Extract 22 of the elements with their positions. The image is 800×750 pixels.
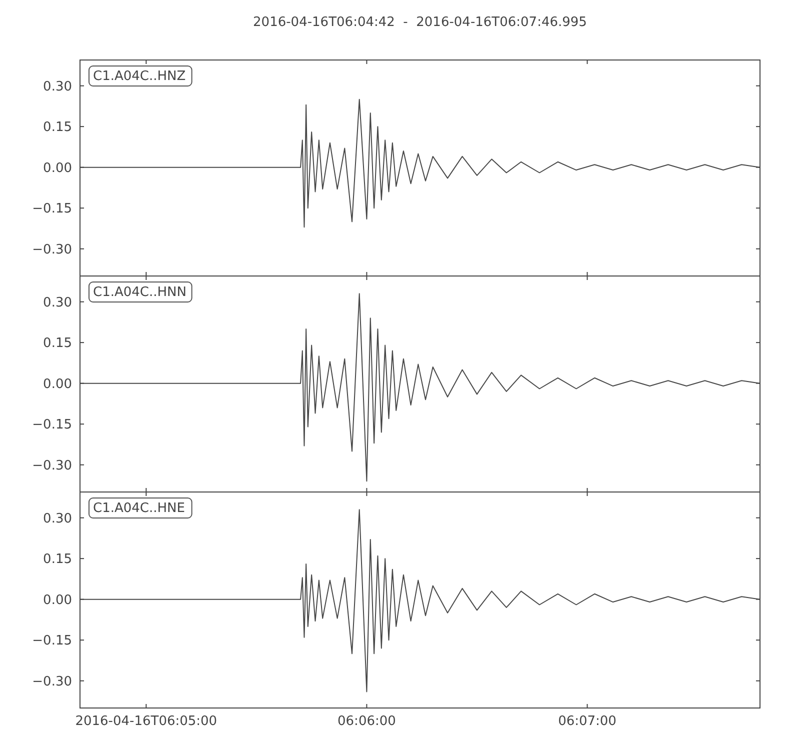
y-tick-label: −0.30: [32, 458, 72, 474]
y-tick-label: 0.00: [43, 376, 72, 392]
y-tick-label: 0.15: [43, 120, 72, 136]
y-tick-label: −0.30: [32, 674, 72, 690]
y-tick-label: −0.15: [32, 202, 72, 217]
y-tick-label: 0.15: [43, 552, 72, 568]
y-tick-label: 0.30: [43, 295, 72, 310]
chart-title: 2016-04-16T06:04:42 - 2016-04-16T06:07:46.995: [253, 15, 587, 30]
y-tick-label: 0.15: [43, 336, 72, 352]
x-tick-label: 06:06:00: [338, 714, 396, 729]
y-tick-label: 0.30: [43, 79, 72, 94]
y-tick-label: −0.15: [32, 634, 72, 649]
x-tick-label: 2016-04-16T06:05:00: [75, 714, 218, 729]
annotation: C1.A04C..HNN: [93, 285, 186, 300]
y-tick-label: −0.15: [32, 418, 72, 433]
x-tick-label: 06:07:00: [558, 714, 616, 729]
y-tick-label: −0.30: [32, 242, 72, 258]
y-tick-label: 0.00: [43, 160, 72, 176]
y-tick-label: 0.30: [43, 511, 72, 526]
y-tick-label: 0.00: [43, 592, 72, 608]
annotation: C1.A04C..HNE: [93, 501, 185, 516]
annotation: C1.A04C..HNZ: [93, 69, 186, 84]
